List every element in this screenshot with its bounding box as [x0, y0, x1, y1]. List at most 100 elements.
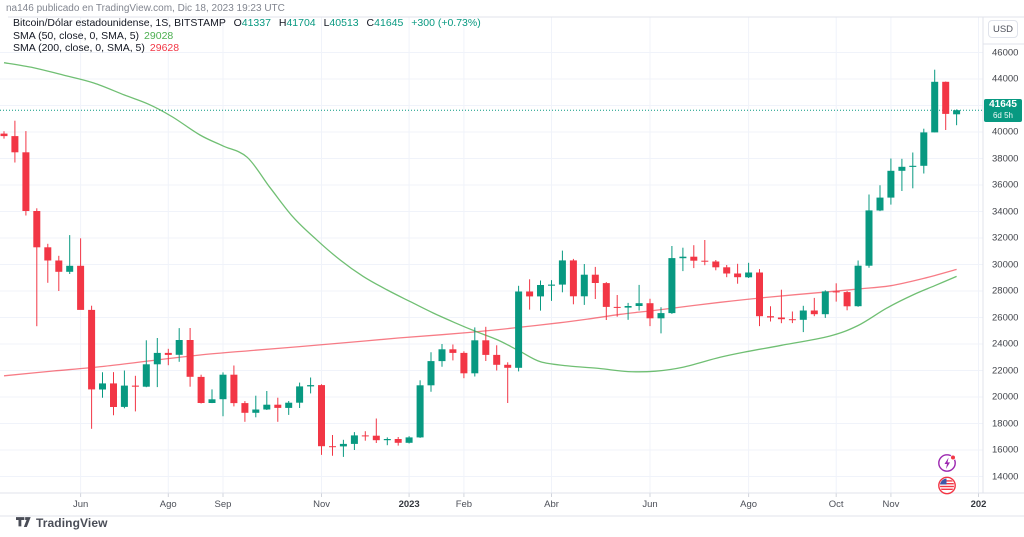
candle-body: [66, 265, 74, 272]
candle-body: [701, 260, 709, 262]
candle-body: [898, 166, 906, 171]
candle-body: [646, 303, 654, 319]
low-value: 40513: [329, 17, 359, 29]
candle-body: [438, 349, 446, 362]
open-label: O: [233, 17, 242, 29]
candlestick-series[interactable]: [0, 69, 961, 457]
candle-body: [548, 284, 555, 286]
us-flag-event-icon[interactable]: [938, 476, 956, 495]
candle-body: [77, 265, 85, 310]
candle-body: [931, 81, 939, 133]
tradingview-wordmark: TradingView: [36, 516, 108, 530]
candle-body: [361, 435, 369, 437]
price-axis-label: 30000: [992, 259, 1019, 270]
candle-body: [383, 439, 391, 441]
candle-body: [690, 256, 698, 261]
candle-body: [821, 291, 829, 315]
candle-body: [887, 170, 895, 198]
price-axis-label: 40000: [992, 126, 1019, 138]
time-axis-label: Jun: [642, 499, 658, 510]
close-value: 41645: [374, 17, 404, 29]
candle-body: [164, 352, 172, 355]
candle-body: [372, 435, 380, 441]
crypto-event-icon[interactable]: [938, 454, 956, 472]
last-price-badge[interactable]: 41645 6d 5h: [984, 99, 1022, 122]
candle-body: [526, 291, 534, 297]
sma50-line[interactable]: [3, 62, 957, 373]
price-axis-label: 32000: [992, 232, 1019, 244]
candle-body: [449, 349, 457, 353]
candle-body: [865, 210, 873, 266]
candle-body: [624, 306, 632, 308]
candle-body: [197, 376, 205, 403]
price-axis-label: 16000: [992, 444, 1019, 456]
indicator-row-sma50[interactable]: SMA (50, close, 0, SMA, 5) 29028: [13, 30, 481, 43]
time-axis[interactable]: Jun Ago Sep Nov 2023 Feb Abr Jun Ago Oct Nov 202: [0, 493, 1024, 516]
candle-body: [296, 386, 304, 403]
time-axis-label: 202: [970, 499, 987, 510]
change-value: +300 (+0.73%): [411, 17, 481, 29]
candle-body: [920, 132, 928, 166]
candle-body: [33, 211, 41, 248]
tradingview-icon: [16, 517, 31, 527]
candle-body: [88, 309, 96, 390]
sma50-value: 29028: [144, 29, 174, 42]
symbol-legend-row: Bitcoin/Dólar estadounidense, 1S, BITSTA…: [13, 17, 481, 30]
candle-body: [657, 313, 665, 319]
tradingview-logo[interactable]: TradingView: [16, 516, 108, 530]
price-axis-label: 26000: [992, 312, 1019, 323]
candle-body: [11, 136, 19, 153]
candle-body: [394, 439, 402, 443]
price-axis-label: 46000: [992, 47, 1019, 58]
sma200-line[interactable]: [3, 268, 957, 377]
candle-body: [186, 340, 194, 377]
candle-body: [712, 261, 720, 268]
candle-body: [131, 385, 139, 387]
candle-body: [427, 361, 435, 386]
candle-body: [602, 283, 610, 307]
candle-body: [99, 383, 106, 390]
candle-body: [471, 340, 479, 374]
indicator-row-sma200[interactable]: SMA (200, close, 0, SMA, 5) 29628: [13, 42, 481, 55]
candle-body: [460, 352, 468, 374]
candle-body: [515, 291, 523, 368]
candle-body: [810, 310, 818, 315]
time-axis-label: Feb: [455, 499, 473, 510]
price-axis-label: 44000: [992, 73, 1019, 85]
price-axis[interactable]: 4600044000420004000038000360003400032000…: [983, 17, 1024, 493]
candle-body: [405, 437, 413, 443]
candle-body: [252, 409, 260, 413]
candle-body: [613, 306, 621, 308]
candle-body: [591, 274, 599, 283]
snapshot-caption: na146 publicado en TradingView.com, Dic …: [6, 3, 285, 14]
candle-body: [142, 364, 150, 387]
candle-body: [219, 374, 227, 400]
price-axis-label: 20000: [992, 391, 1019, 403]
price-axis-label: 34000: [992, 206, 1019, 217]
price-axis-label: 18000: [992, 418, 1019, 429]
candle-body: [909, 165, 917, 167]
candle-body: [350, 435, 358, 444]
last-price-value: 41645: [989, 99, 1017, 110]
symbol-title[interactable]: Bitcoin/Dólar estadounidense, 1S, BITSTA…: [13, 17, 226, 29]
candle-body: [756, 272, 763, 317]
candle-body: [953, 110, 961, 115]
candle-body: [767, 316, 774, 318]
candle-body: [416, 385, 424, 438]
time-axis-label: Abr: [544, 499, 559, 510]
currency-button[interactable]: USD: [988, 20, 1018, 38]
candle-body: [942, 81, 950, 114]
candle-body: [482, 340, 490, 355]
time-axis-label: Nov: [313, 499, 330, 510]
candle-body: [777, 317, 785, 320]
candle-body: [832, 291, 840, 293]
close-label: C: [366, 17, 375, 29]
candle-body: [110, 383, 117, 407]
candle-body: [799, 310, 807, 320]
candle-body: [208, 399, 216, 403]
bar-countdown: 6d 5h: [992, 111, 1014, 120]
candle-body: [339, 443, 347, 447]
candle-body: [734, 273, 742, 278]
candle-body: [745, 272, 753, 278]
